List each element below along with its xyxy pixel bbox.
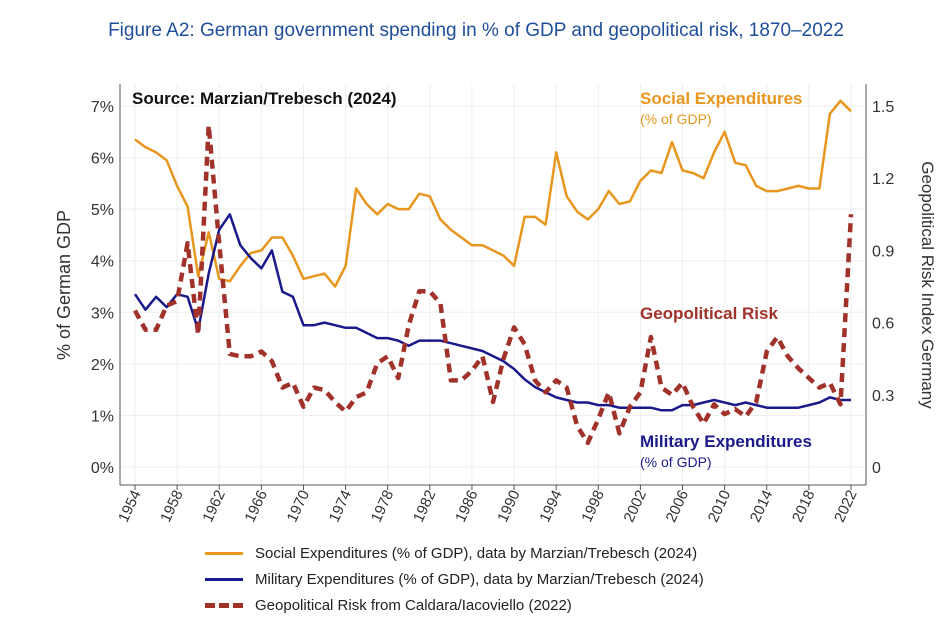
series-line-military bbox=[133, 213, 851, 412]
annotation-risk: Geopolitical Risk bbox=[640, 304, 778, 323]
y-tick-label: 5% bbox=[91, 202, 114, 219]
chart-title: Figure A2: German government spending in… bbox=[108, 20, 844, 41]
x-tick-label: 1958 bbox=[157, 488, 187, 525]
x-tick-label: 1970 bbox=[284, 488, 314, 525]
y-tick-label: 3% bbox=[91, 305, 114, 322]
x-tick-label: 1998 bbox=[578, 488, 608, 525]
y-tick-label: 2% bbox=[91, 357, 114, 374]
annotation-social-sub: (% of GDP) bbox=[640, 111, 712, 127]
series-line-social bbox=[134, 99, 852, 288]
y2-tick-label: 0 bbox=[872, 460, 881, 477]
y-axis-title: % of German GDP bbox=[54, 210, 74, 360]
x-tick-label: 1954 bbox=[115, 488, 145, 525]
x-tick-label: 2006 bbox=[663, 488, 693, 525]
y-tick-label: 0% bbox=[91, 460, 114, 477]
x-tick-label: 1986 bbox=[452, 488, 482, 525]
legend-item-social: Social Expenditures (% of GDP), data by … bbox=[205, 545, 697, 562]
x-tick-label: 1990 bbox=[494, 488, 524, 525]
y2-tick-label: 0.6 bbox=[872, 316, 894, 333]
x-tick-label: 2022 bbox=[831, 488, 861, 525]
annotation-military-sub: (% of GDP) bbox=[640, 454, 712, 470]
legend-label-risk: Geopolitical Risk from Caldara/Iacoviell… bbox=[255, 597, 572, 614]
annotation-military: Military Expenditures bbox=[640, 432, 812, 451]
x-tick-label: 1962 bbox=[199, 488, 229, 525]
x-tick-label: 1994 bbox=[536, 488, 566, 525]
y2-tick-label: 1.5 bbox=[872, 99, 894, 116]
y2-tick-label: 0.3 bbox=[872, 388, 894, 405]
legend-item-military: Military Expenditures (% of GDP), data b… bbox=[205, 571, 704, 588]
legend-swatch-military bbox=[205, 578, 243, 581]
x-tick-label: 1966 bbox=[241, 488, 271, 525]
y-tick-label: 4% bbox=[91, 254, 114, 271]
x-tick-label: 2010 bbox=[705, 488, 735, 525]
legend-item-risk: Geopolitical Risk from Caldara/Iacoviell… bbox=[205, 597, 572, 614]
x-tick-label: 1978 bbox=[368, 488, 398, 525]
annotation-social: Social Expenditures bbox=[640, 89, 803, 108]
y-tick-label: 1% bbox=[91, 408, 114, 425]
y-tick-label: 6% bbox=[91, 151, 114, 168]
x-tick-label: 2002 bbox=[621, 488, 651, 525]
x-tick-label: 1982 bbox=[410, 488, 440, 525]
x-tick-label: 2018 bbox=[789, 488, 819, 525]
y2-tick-label: 1.2 bbox=[872, 171, 894, 188]
series-line-risk bbox=[133, 123, 854, 446]
y2-tick-label: 0.9 bbox=[872, 243, 894, 260]
x-tick-label: 2014 bbox=[747, 488, 777, 525]
legend-swatch-social bbox=[205, 552, 243, 555]
legend-label-military: Military Expenditures (% of GDP), data b… bbox=[255, 571, 704, 588]
y2-axis-title: Geopolitical Risk Index Germany bbox=[918, 161, 937, 409]
source-note: Source: Marzian/Trebesch (2024) bbox=[132, 89, 397, 108]
legend-label-social: Social Expenditures (% of GDP), data by … bbox=[255, 545, 698, 562]
x-tick-label: 1974 bbox=[326, 488, 356, 525]
y-tick-label: 7% bbox=[91, 99, 114, 116]
legend-swatch-risk bbox=[205, 603, 243, 608]
